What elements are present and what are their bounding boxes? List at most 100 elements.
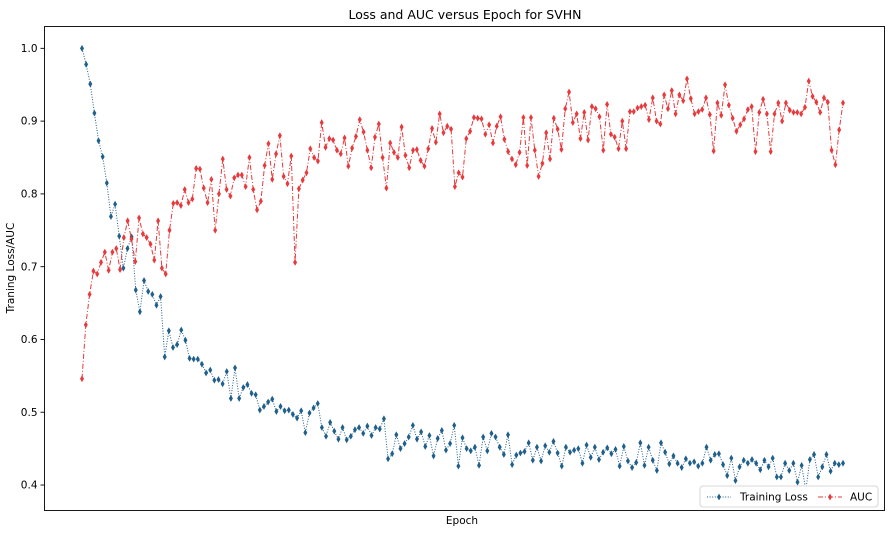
- data-point: [802, 103, 807, 111]
- data-point: [433, 138, 438, 146]
- data-point: [182, 186, 187, 193]
- data-point: [281, 173, 286, 180]
- data-point: [449, 125, 454, 133]
- data-point: [220, 155, 225, 163]
- data-point: [415, 435, 420, 443]
- data-point: [818, 108, 823, 116]
- data-point: [795, 478, 800, 486]
- data-point: [460, 173, 465, 181]
- data-point: [448, 440, 453, 447]
- data-point: [683, 455, 688, 463]
- data-point: [530, 456, 535, 464]
- data-point: [125, 245, 130, 252]
- data-point: [377, 425, 382, 433]
- data-point: [392, 149, 397, 156]
- data-point: [418, 157, 423, 164]
- data-point: [402, 440, 407, 447]
- data-point: [841, 99, 845, 107]
- data-point: [468, 447, 473, 455]
- data-point: [692, 110, 697, 118]
- data-point: [528, 114, 533, 121]
- data-point: [489, 429, 494, 437]
- data-point: [365, 146, 370, 154]
- data-point: [631, 108, 636, 116]
- data-point: [601, 448, 606, 456]
- data-point: [639, 103, 644, 110]
- data-point: [646, 116, 651, 124]
- data-point: [563, 105, 568, 113]
- y-tick-label: 0.5: [21, 407, 38, 419]
- data-point: [96, 137, 101, 145]
- data-point: [199, 360, 204, 368]
- data-point: [643, 101, 648, 109]
- data-point: [725, 472, 730, 479]
- data-point: [510, 461, 515, 469]
- data-point: [810, 92, 815, 100]
- data-point: [559, 462, 564, 470]
- data-point: [551, 437, 556, 445]
- data-point: [684, 75, 689, 83]
- data-point: [353, 133, 358, 140]
- data-point: [312, 154, 317, 161]
- data-point: [723, 81, 728, 89]
- data-point: [708, 456, 713, 464]
- data-point: [820, 463, 825, 471]
- data-point: [228, 192, 233, 200]
- data-point: [261, 403, 266, 410]
- data-point: [121, 264, 126, 272]
- data-point: [338, 150, 343, 158]
- data-point: [258, 197, 263, 205]
- data-point: [146, 288, 151, 295]
- data-point: [118, 266, 123, 273]
- data-point: [87, 290, 92, 298]
- data-point: [243, 183, 248, 191]
- data-point: [799, 461, 804, 469]
- data-point: [609, 450, 614, 458]
- data-point: [295, 414, 300, 422]
- data-point: [340, 424, 345, 431]
- y-tick-label: 1.0: [21, 43, 38, 55]
- data-point: [395, 154, 400, 161]
- data-point: [150, 290, 155, 298]
- data-point: [711, 147, 716, 155]
- data-point: [721, 461, 726, 469]
- data-point: [582, 108, 587, 116]
- data-point: [483, 130, 488, 138]
- data-point: [673, 110, 678, 118]
- data-point: [749, 103, 754, 110]
- data-point: [300, 176, 305, 184]
- data-point: [762, 456, 767, 464]
- data-point: [212, 376, 217, 384]
- data-point: [540, 159, 545, 167]
- data-point: [506, 148, 511, 156]
- data-point: [737, 463, 742, 471]
- data-point: [580, 459, 585, 467]
- data-point: [205, 199, 210, 207]
- data-point: [296, 185, 301, 193]
- data-point: [342, 134, 347, 142]
- data-point: [414, 146, 419, 153]
- data-point: [548, 155, 553, 163]
- data-point: [236, 171, 241, 179]
- data-point: [584, 441, 589, 449]
- data-point: [441, 129, 446, 137]
- data-point: [197, 165, 202, 173]
- data-point: [106, 266, 111, 274]
- data-point: [154, 301, 159, 309]
- data-point: [729, 454, 734, 462]
- data-point: [745, 106, 750, 113]
- data-point: [821, 94, 826, 102]
- data-point: [327, 135, 332, 142]
- legend-label-auc: AUC: [850, 492, 872, 504]
- legend-box: [699, 485, 879, 508]
- data-point: [700, 106, 705, 113]
- data-point: [274, 408, 279, 415]
- data-point: [663, 448, 668, 456]
- data-point: [776, 99, 781, 107]
- data-point: [481, 433, 486, 441]
- data-point: [270, 175, 275, 183]
- data-point: [712, 451, 717, 458]
- data-point: [100, 153, 105, 161]
- data-point: [493, 433, 498, 441]
- data-point: [133, 258, 138, 265]
